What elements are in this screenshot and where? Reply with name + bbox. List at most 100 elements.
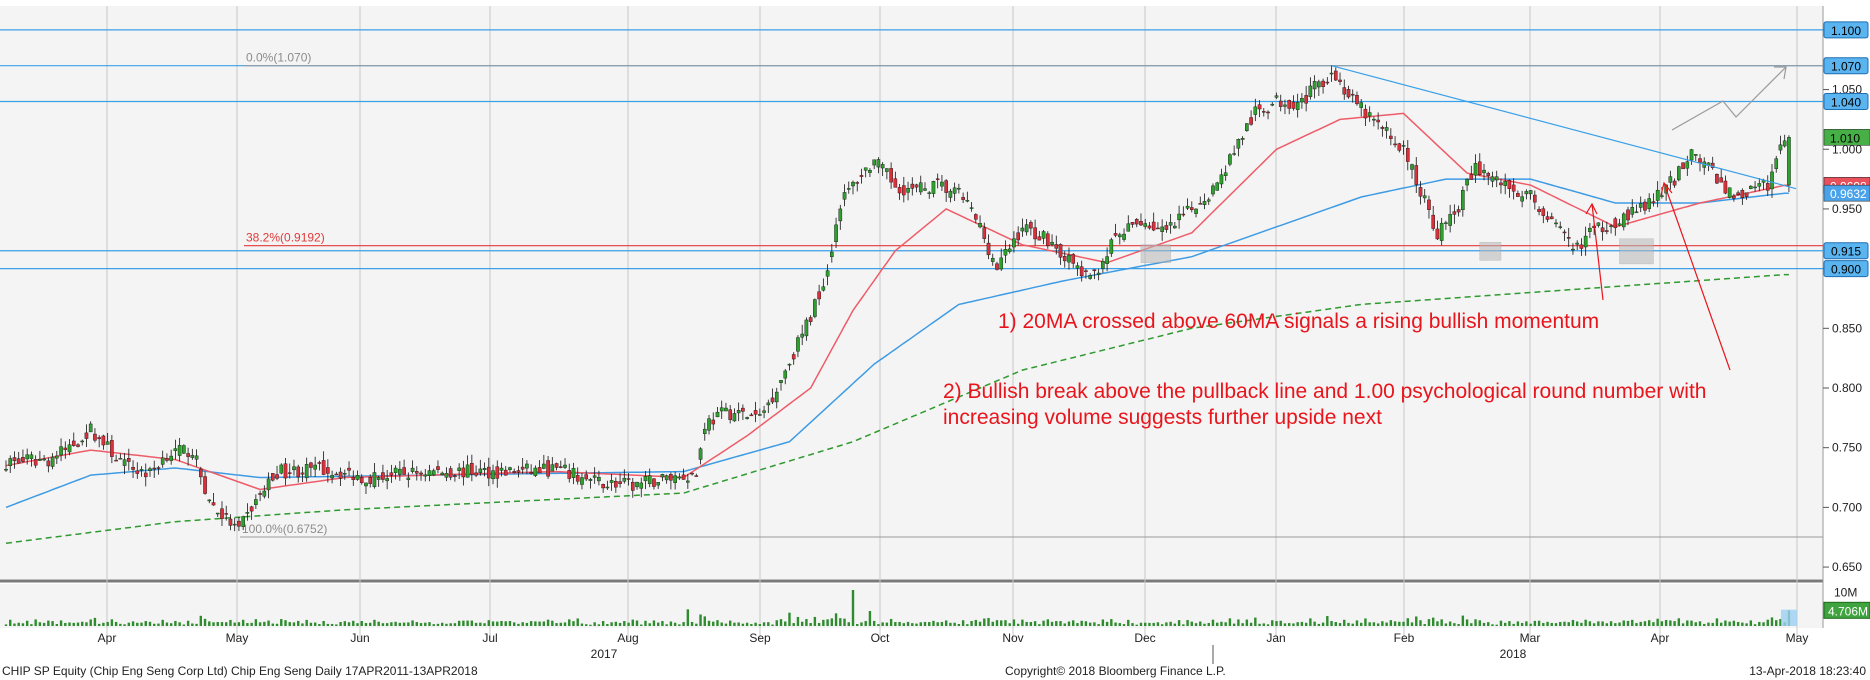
candle-body <box>1029 222 1033 229</box>
candle-body <box>160 457 165 465</box>
volume-bar <box>297 620 300 626</box>
candle-body <box>584 474 588 480</box>
level-label: 1.070 <box>1831 60 1861 74</box>
volume-bar <box>610 622 613 626</box>
candle-body <box>635 481 639 488</box>
volume-bar <box>678 624 681 626</box>
volume-bar <box>1635 623 1638 626</box>
candle-body <box>1677 166 1681 181</box>
candle-body <box>1054 244 1059 249</box>
candle-body <box>1321 80 1325 87</box>
volume-bar <box>1326 616 1329 626</box>
volume-bar <box>1148 622 1151 626</box>
candle-body <box>97 437 101 440</box>
candle-body <box>67 444 72 453</box>
volume-bar <box>1681 623 1685 626</box>
volume-bar <box>1626 620 1630 626</box>
volume-bar <box>220 622 224 626</box>
volume-bar <box>724 623 728 626</box>
volume-bar <box>1694 622 1697 626</box>
volume-bar <box>491 621 495 626</box>
candle-body <box>1778 144 1783 151</box>
volume-bar <box>398 622 402 626</box>
candle-body <box>533 467 538 476</box>
volume-bar <box>1571 619 1575 626</box>
volume-bar <box>1436 621 1439 626</box>
candle-body <box>1105 256 1109 264</box>
volume-bar <box>1703 623 1706 626</box>
volume-bar <box>419 623 423 626</box>
volume-bar <box>309 622 313 626</box>
candle-body <box>275 474 279 479</box>
candle-body <box>715 411 720 418</box>
volume-bar <box>1097 624 1100 626</box>
candle-body <box>1740 190 1745 198</box>
volume-bar <box>4 624 8 626</box>
candle-body <box>813 299 817 317</box>
volume-bar <box>1770 617 1774 626</box>
candle-body <box>1274 95 1279 98</box>
candle-body <box>1698 158 1702 163</box>
candle-body <box>1219 174 1224 185</box>
volume-bar <box>623 621 626 626</box>
volume-bar <box>1474 619 1477 626</box>
volume-bar <box>555 623 558 626</box>
volume-bar <box>402 622 406 626</box>
candle-body <box>1291 101 1296 109</box>
volume-bar <box>1338 623 1342 626</box>
candle-body <box>1520 196 1524 202</box>
candle-body <box>1422 195 1427 199</box>
volume-bar <box>275 623 279 626</box>
candle-body <box>906 188 910 193</box>
candle-body <box>597 476 601 482</box>
volume-bar <box>1745 623 1748 626</box>
volume-bar <box>1173 623 1177 626</box>
volume-bar <box>97 623 101 626</box>
candle-body <box>846 188 851 190</box>
volume-bar <box>339 621 342 626</box>
candle-body <box>885 168 889 172</box>
volume-bar <box>186 620 190 626</box>
volume-bar <box>1279 620 1282 626</box>
volume-bar <box>1016 623 1020 626</box>
candle-body <box>762 410 766 413</box>
candle-body <box>241 516 245 527</box>
support-box <box>1140 244 1171 263</box>
month-label: May <box>226 631 249 645</box>
volume-bar <box>1393 621 1397 626</box>
candle-body <box>643 476 648 482</box>
volume-bar <box>1122 624 1126 626</box>
candle-body <box>1033 227 1037 240</box>
level-label: 1.100 <box>1831 24 1861 38</box>
volume-bar <box>665 624 668 626</box>
volume-bar <box>1135 624 1138 626</box>
volume-bar <box>1495 624 1498 626</box>
candle-body <box>173 448 178 451</box>
candle-body <box>1389 135 1393 139</box>
candle-body <box>1549 216 1554 220</box>
volume-bar <box>885 622 889 626</box>
candle-body <box>880 164 885 169</box>
volume-bar <box>826 619 829 626</box>
volume-bar <box>1271 620 1274 626</box>
candle-body <box>529 472 533 474</box>
volume-bar <box>589 624 592 626</box>
volume-bar <box>106 621 109 626</box>
candle-body <box>1194 208 1198 214</box>
volume-bar <box>877 624 880 626</box>
candle-body <box>1181 213 1186 216</box>
candle-body <box>1558 226 1563 228</box>
volume-bar <box>212 622 215 626</box>
volume-bar <box>915 623 918 626</box>
candle-body <box>444 473 449 478</box>
volume-bar <box>923 621 927 626</box>
candle-body <box>351 477 356 480</box>
candle-body <box>1715 174 1719 184</box>
candle-body <box>355 475 360 480</box>
volume-bar <box>1084 621 1088 626</box>
candle-body <box>1579 244 1584 249</box>
volume-bar <box>1080 620 1083 626</box>
volume-bar <box>432 624 435 626</box>
volume-bar <box>1372 622 1376 626</box>
candle-body <box>359 477 364 483</box>
